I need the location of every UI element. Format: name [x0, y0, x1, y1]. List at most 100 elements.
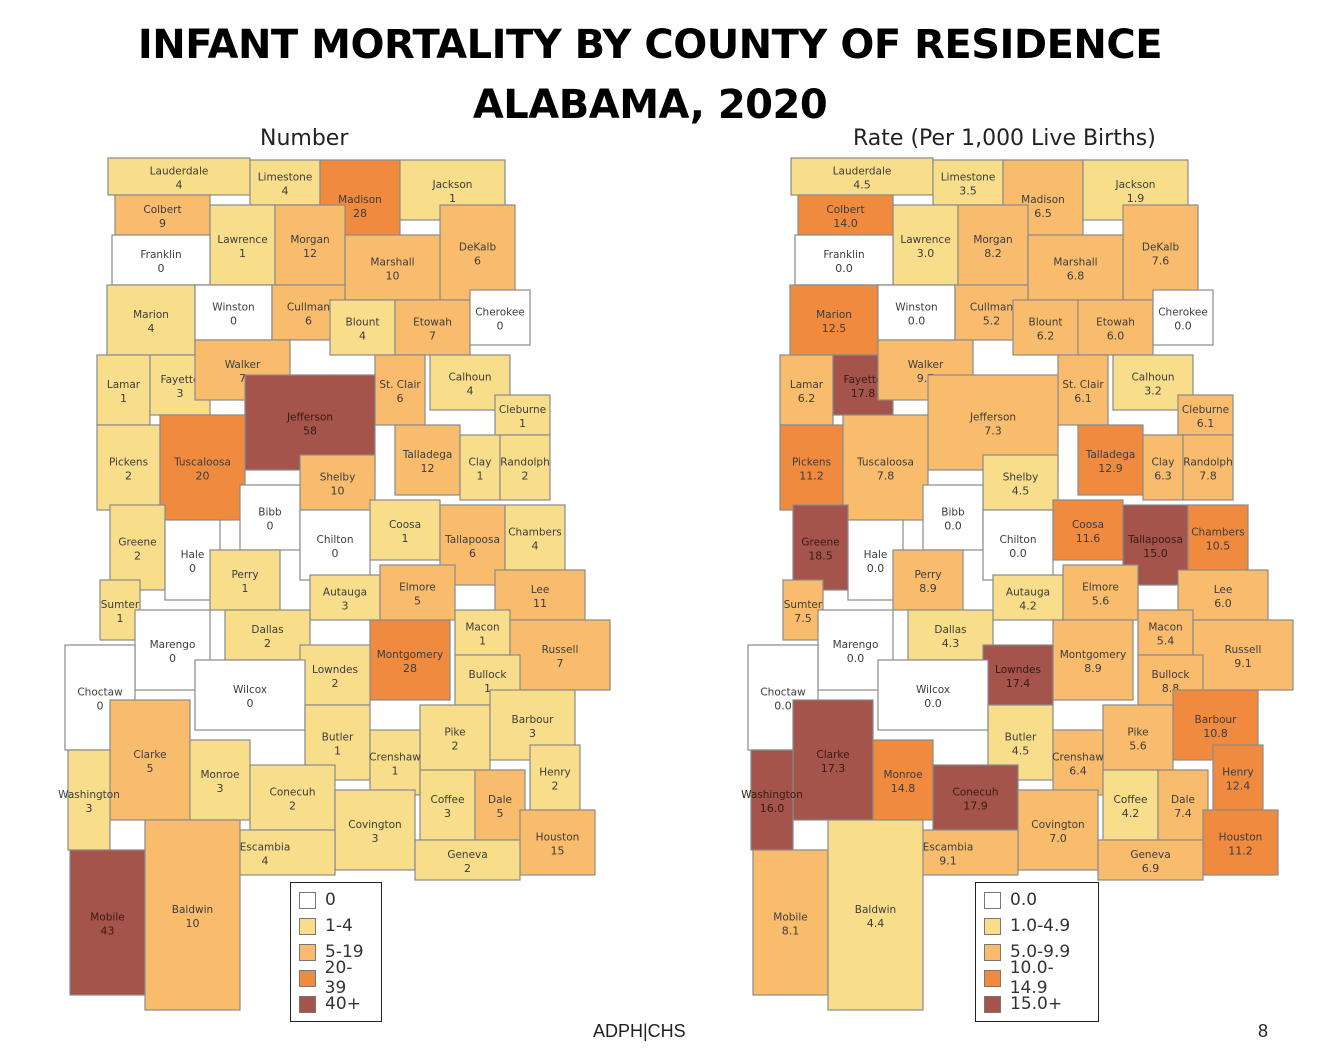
county-name: Chilton — [999, 534, 1036, 546]
county-value: 6.0 — [1214, 597, 1232, 610]
county-name: Choctaw — [77, 687, 123, 699]
county-name: Shelby — [320, 472, 356, 484]
county-value: 28 — [403, 662, 417, 675]
county-value: 6 — [474, 255, 481, 268]
county-name: Lauderdale — [150, 166, 209, 178]
county-value: 7 — [429, 330, 436, 343]
county-shape — [96, 354, 151, 426]
county-value: 3.0 — [917, 247, 935, 260]
county-shape — [1077, 424, 1144, 496]
county-value: 17.8 — [851, 387, 876, 400]
county-value: 0.0 — [847, 652, 865, 665]
county-name: Elmore — [1082, 582, 1119, 594]
county-value: 2 — [552, 780, 559, 793]
county-shape — [419, 704, 491, 771]
county-name: Marshall — [370, 257, 414, 269]
legend-item: 1-4 — [299, 913, 373, 939]
county-shape — [792, 699, 874, 821]
county-value: 58 — [303, 425, 317, 438]
county-name: Clay — [1152, 457, 1175, 469]
county-value: 1 — [449, 192, 456, 205]
county-value: 4 — [282, 185, 289, 198]
county-value: 6.2 — [798, 392, 816, 405]
county-shape — [779, 424, 844, 511]
county-shape — [144, 819, 241, 1011]
county-value: 2 — [452, 740, 459, 753]
county-value: 16.0 — [760, 802, 785, 815]
county-value: 6 — [305, 315, 312, 328]
county-value: 15 — [551, 845, 565, 858]
county-name: Bullock — [469, 669, 508, 681]
county-value: 5.4 — [1157, 635, 1175, 648]
legend-item: 5.0-9.9 — [984, 939, 1090, 965]
county-value: 8.2 — [984, 247, 1002, 260]
county-value: 9 — [159, 217, 166, 230]
county-value: 11.6 — [1076, 532, 1101, 545]
county-name: Chambers — [508, 527, 562, 539]
county-shape — [797, 194, 894, 236]
county-value: 10.8 — [1203, 727, 1228, 740]
county-shape — [299, 454, 376, 511]
number-legend: 0 1-4 5-19 20-39 40+ — [290, 882, 382, 1022]
county-shape — [344, 234, 441, 301]
legend-label: 0 — [325, 890, 336, 910]
county-shape — [309, 574, 381, 621]
county-shape — [519, 809, 596, 876]
county-value: 1 — [120, 392, 127, 405]
county-shape — [114, 194, 211, 236]
county-shape — [299, 509, 371, 581]
county-name: Cleburne — [1182, 404, 1229, 416]
county-value: 6.8 — [1067, 270, 1085, 283]
county-shape — [529, 744, 581, 811]
county-name: Randolph — [1183, 457, 1232, 469]
county-value: 4 — [262, 855, 269, 868]
legend-item: 1.0-4.9 — [984, 913, 1090, 939]
county-value: 12 — [303, 247, 317, 260]
county-value: 0.0 — [1009, 547, 1027, 560]
county-shape — [877, 659, 989, 731]
county-value: 4 — [467, 385, 474, 398]
county-value: 6.9 — [1142, 862, 1160, 875]
legend-item: 10.0-14.9 — [984, 958, 1090, 998]
county-name: Montgomery — [377, 649, 444, 661]
county-value: 12.4 — [1226, 780, 1251, 793]
county-value: 20 — [196, 470, 210, 483]
county-shape — [907, 609, 994, 661]
county-name: Marion — [133, 309, 169, 321]
county-value: 4.4 — [867, 917, 885, 930]
county-shape — [1177, 394, 1234, 436]
county-name: Barbour — [511, 714, 554, 726]
county-value: 2 — [134, 550, 141, 563]
county-value: 0.0 — [944, 520, 962, 533]
county-shape — [957, 204, 1029, 286]
county-value: 3 — [342, 600, 349, 613]
legend-label: 10.0-14.9 — [1009, 958, 1054, 998]
county-value: 2 — [522, 470, 529, 483]
county-name: Escambia — [923, 842, 974, 854]
county-value: 7.6 — [1152, 255, 1170, 268]
